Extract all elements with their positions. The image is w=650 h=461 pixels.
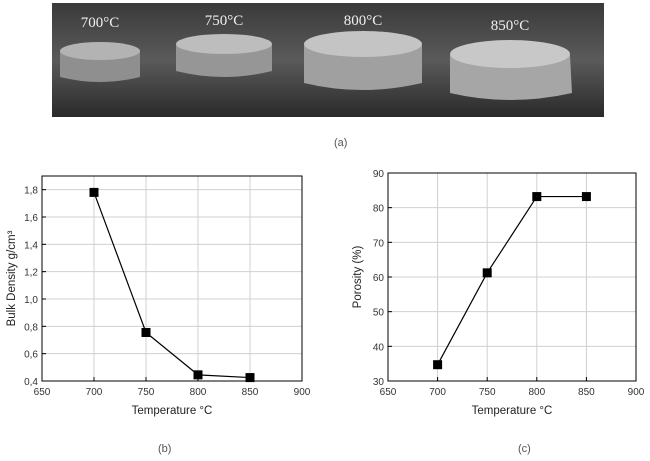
sample-700	[60, 42, 140, 82]
plot-frame	[387, 172, 637, 382]
x-axis-label: Temperature °C	[472, 405, 553, 417]
x-tick-label: 800	[190, 387, 207, 398]
sample-800	[304, 31, 422, 90]
y-tick-label: 30	[373, 377, 385, 388]
y-tick-label: 1,8	[24, 186, 38, 197]
data-point	[141, 327, 151, 337]
photo-label: 800°C	[344, 13, 383, 29]
y-tick-label: 1,6	[24, 213, 38, 224]
data-point	[433, 360, 443, 370]
sample-850	[450, 40, 572, 100]
y-tick-label: 1,2	[24, 268, 38, 279]
x-tick-label: 750	[479, 387, 496, 398]
y-tick-label: 0,4	[24, 377, 38, 388]
y-tick-label: 0,8	[24, 322, 38, 333]
y-tick-label: 50	[373, 308, 385, 319]
y-tick-label: 40	[373, 342, 385, 353]
data-point	[482, 268, 492, 278]
x-axis-label: Temperature °C	[132, 405, 213, 417]
data-point	[193, 370, 203, 380]
caption-a: (a)	[334, 137, 348, 149]
y-tick-label: 60	[373, 273, 385, 284]
x-tick-label: 650	[34, 387, 51, 398]
plot-frame	[41, 175, 303, 382]
y-axis-label: Bulk Density g/cm³	[6, 230, 18, 326]
data-point	[581, 192, 591, 202]
x-tick-label: 700	[86, 387, 103, 398]
samples-photo: 700°C 750°C 800°C 850°C	[52, 3, 604, 117]
data-point	[532, 192, 542, 202]
bulk-density-chart: 650 700 750 800 850 900 0,4 0,6 0,8 1,0 1,2 1,4 1,6 1…	[6, 175, 311, 417]
y-tick-label: 70	[373, 238, 385, 249]
x-tick-label: 900	[628, 387, 645, 398]
x-tick-label: 850	[242, 387, 259, 398]
y-tick-label: 1,0	[24, 295, 38, 306]
porosity-chart: 650 700 750 800 850 900 30 40 50 60 70 80 90 Temperat…	[352, 169, 645, 417]
photo-label: 700°C	[81, 15, 120, 31]
y-tick-label: 80	[373, 204, 385, 215]
x-tick-label: 700	[429, 387, 446, 398]
photo-label: 750°C	[205, 13, 244, 29]
data-point	[89, 187, 99, 197]
caption-c: (c)	[518, 443, 531, 455]
x-tick-label: 900	[294, 387, 311, 398]
data-point	[245, 373, 255, 383]
series-line	[437, 195, 587, 365]
y-axis-label: Porosity (%)	[352, 246, 364, 309]
x-tick-label: 650	[380, 387, 397, 398]
x-tick-label: 800	[528, 387, 545, 398]
y-tick-label: 0,6	[24, 350, 38, 361]
y-tick-label: 90	[373, 169, 385, 180]
photo-label: 850°C	[491, 18, 530, 34]
y-tick-label: 1,4	[24, 240, 38, 251]
sample-750	[176, 34, 272, 77]
series-line	[93, 192, 251, 379]
caption-b: (b)	[158, 443, 172, 455]
x-tick-label: 850	[578, 387, 595, 398]
x-tick-label: 750	[138, 387, 155, 398]
